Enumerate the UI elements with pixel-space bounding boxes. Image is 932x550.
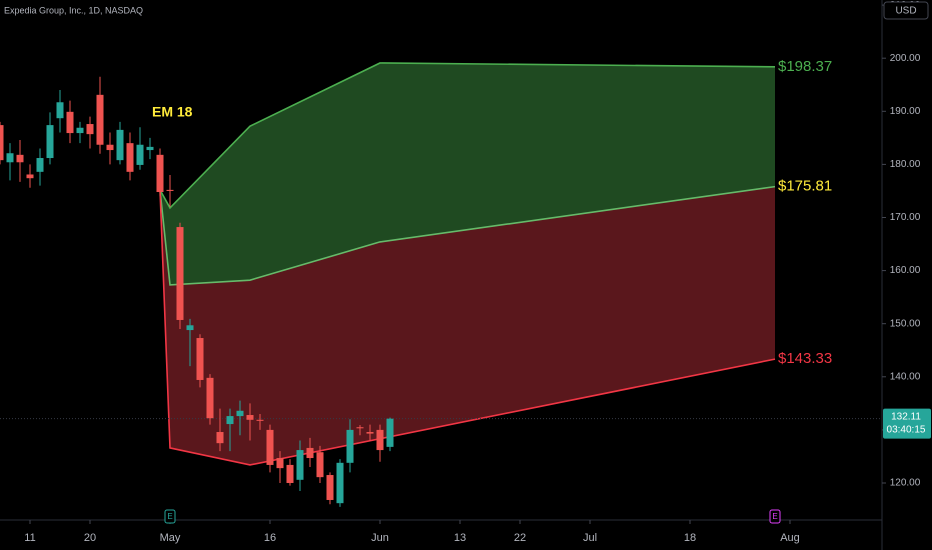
currency-box[interactable] (883, 1, 929, 20)
earnings-marker (769, 509, 781, 524)
candle-body (236, 410, 244, 417)
y-tick-label: 170.00 (890, 212, 921, 223)
candle-body (346, 429, 354, 463)
x-tick-label: 22 (514, 532, 526, 544)
x-tick-label: 13 (454, 532, 466, 544)
candle-body (166, 189, 174, 191)
last-price-box (883, 408, 931, 439)
annotation: EM 18 (152, 104, 193, 120)
candle-body (136, 144, 144, 165)
candle-body (146, 146, 154, 151)
candle-body (336, 462, 344, 504)
y-tick-label: 150.00 (890, 318, 921, 329)
em-line (159, 189, 776, 466)
x-tick-label: 20 (84, 532, 96, 544)
currency: USD (895, 6, 916, 17)
last-price-label: 132.11 (891, 411, 921, 422)
candle-body (316, 452, 324, 478)
candle-body (246, 415, 254, 420)
candle-body (356, 427, 364, 429)
candle-body (86, 124, 94, 135)
candle-body (196, 338, 204, 380)
em-line (159, 185, 776, 286)
em-value-label: $175.81 (778, 178, 832, 195)
candle-body (266, 429, 274, 465)
candle-body (96, 94, 104, 145)
x-tick-label: 16 (264, 532, 276, 544)
candle-body (186, 325, 194, 331)
candle-body (36, 158, 44, 172)
candle-body (126, 143, 134, 172)
candle-body (66, 111, 74, 134)
candle-body (386, 418, 394, 447)
y-tick-label: 200.00 (890, 53, 921, 64)
em-fill-lower (160, 186, 775, 465)
candle-body (106, 144, 114, 151)
em-line (159, 62, 776, 210)
candle-body (176, 227, 184, 320)
candle-body (296, 450, 304, 480)
candle-body (366, 432, 374, 434)
candle-body (76, 127, 84, 134)
candle-body (26, 174, 34, 179)
x-tick-label: 11 (24, 532, 35, 544)
y-tick-label: 180.00 (890, 159, 921, 170)
earnings-marker (164, 509, 176, 524)
candle-body (6, 153, 14, 163)
candle-body (116, 129, 124, 161)
x-tick-label: Aug (780, 532, 800, 544)
em-fill-upper (160, 62, 775, 285)
candle-body (46, 125, 54, 159)
candle-body (376, 429, 384, 451)
candle-body (56, 102, 64, 119)
y-tick-label: 120.00 (890, 478, 921, 489)
x-tick-label: 18 (684, 532, 696, 544)
candle-body (206, 377, 214, 419)
x-tick-label: Jun (371, 532, 389, 544)
candle-body (306, 447, 314, 459)
em-value-label: $143.33 (778, 350, 832, 367)
candle-body (16, 154, 24, 163)
earnings-label: E (772, 512, 777, 521)
y-tick-label: 190.00 (890, 106, 921, 117)
candle-body (226, 416, 234, 425)
em-value-label: $198.37 (778, 58, 832, 75)
candle-body (156, 154, 164, 193)
plot-area (0, 62, 882, 507)
earnings-label: E (167, 512, 172, 521)
x-tick-label: Jul (583, 532, 597, 544)
candle-body (0, 125, 4, 161)
candle-body (326, 475, 334, 500)
chart-title: Expedia Group, Inc., 1D, NASDAQ (4, 5, 143, 15)
x-tick-label: May (160, 532, 181, 544)
candle-body (256, 419, 264, 421)
countdown: 03:40:15 (887, 424, 926, 435)
candle-body (286, 464, 294, 483)
candle-body (276, 458, 284, 469)
y-tick-label: 140.00 (890, 371, 921, 382)
candle-body (216, 432, 224, 444)
y-tick-label: 160.00 (890, 265, 921, 276)
